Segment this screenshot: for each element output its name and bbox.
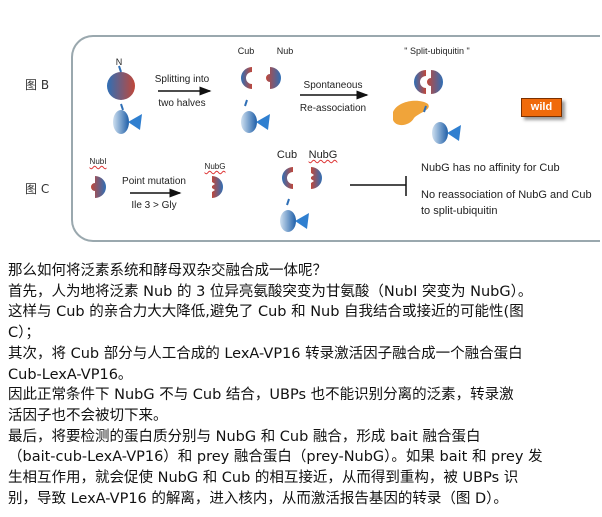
text-line: 因此正常条件下 NubG 不与 Cub 结合，UBPs 也不能识别分离的泛素，转…	[8, 387, 514, 404]
body-text: 那么如何将泛素系统和酵母双杂交融合成一体呢？ 首先，人为地将泛素 Nub 的 3…	[8, 261, 598, 509]
text-line: 别，导致 LexA-VP16 的解离，进入核内，从而激活报告基因的转录（图 D）…	[8, 490, 508, 507]
figure-c-label: 图 C	[25, 182, 50, 196]
mutation-detail-label: Ile 3 > Gly	[131, 200, 177, 211]
text-line: 这样与 Cub 的亲合力大大降低,避免了 Cub 和 Nub 自我结合或接近的可…	[8, 304, 524, 321]
nub-half-icon	[266, 67, 281, 89]
nubg-half-icon	[212, 176, 223, 198]
splitting-label: Splitting into	[154, 74, 210, 85]
text-line: 生相互作用，就会促使 NubG 和 Cub 的相互接近，从而得到重构，被 UBP…	[8, 470, 519, 487]
split-ubiquitin-note: to split-ubiquitin	[421, 205, 498, 217]
text-line: 首先，人为地将泛素 Nub 的 3 位异亮氨酸突变为甘氨酸（NubI 突变为 N…	[8, 283, 533, 300]
text-line: Cub-LexA-VP16。	[8, 366, 133, 383]
reporter-protein-icon	[432, 122, 461, 144]
split-ubiquitin-label: " Split-ubiquitin "	[404, 46, 470, 56]
no-reassociation-note: No reassociation of NubG and Cub	[421, 189, 592, 201]
ubp-protease-icon	[393, 100, 429, 126]
nubg-label: NubG	[204, 162, 226, 171]
reporter-protein-icon	[280, 198, 309, 232]
text-line: （bait-cub-LexA-VP16）和 prey 融合蛋白（prey-Nub…	[8, 449, 543, 466]
cub-half-icon	[240, 67, 252, 90]
point-mutation-label: Point mutation	[122, 176, 186, 187]
split-ubiquitin-icon	[414, 70, 443, 94]
nub-label: Nub	[276, 46, 294, 56]
text-line: C）；	[8, 325, 40, 342]
nubi-label: NubI	[89, 157, 107, 166]
nubi-half-icon	[91, 176, 106, 198]
inhibition-arrow-icon	[350, 176, 407, 196]
figure-frame	[71, 35, 600, 242]
nubg-label-c: NubG	[308, 149, 338, 161]
text-line: 最后，将要检测的蛋白质分别与 NubG 和 Cub 融合，形成 bait 融合蛋…	[8, 428, 481, 445]
spontaneous-label: Spontaneous	[303, 80, 363, 91]
two-halves-label: two halves	[158, 98, 206, 109]
ubiquitin-icon	[107, 65, 135, 100]
text-line: 活因子也不会被切下来。	[8, 407, 168, 424]
reassociation-label: Re-association	[299, 103, 367, 114]
text-line: 那么如何将泛素系统和酵母双杂交融合成一体呢？	[8, 263, 327, 279]
cub-label-c: Cub	[276, 149, 298, 161]
wild-badge: wild	[521, 98, 562, 117]
no-affinity-note: NubG has no affinity for Cub	[421, 162, 560, 174]
figure-graphics	[91, 65, 461, 232]
reporter-protein-icon	[241, 99, 270, 133]
reporter-protein-icon	[113, 103, 142, 134]
cub-half-icon	[281, 167, 293, 189]
figure-b-label: 图 B	[25, 78, 50, 92]
n-terminus-label: N	[115, 57, 123, 67]
nubg-half-icon	[311, 167, 322, 189]
cub-label: Cub	[237, 46, 255, 56]
text-line: 其次，将 Cub 部分与人工合成的 LexA-VP16 转录激活因子融合成一个融…	[8, 345, 523, 362]
